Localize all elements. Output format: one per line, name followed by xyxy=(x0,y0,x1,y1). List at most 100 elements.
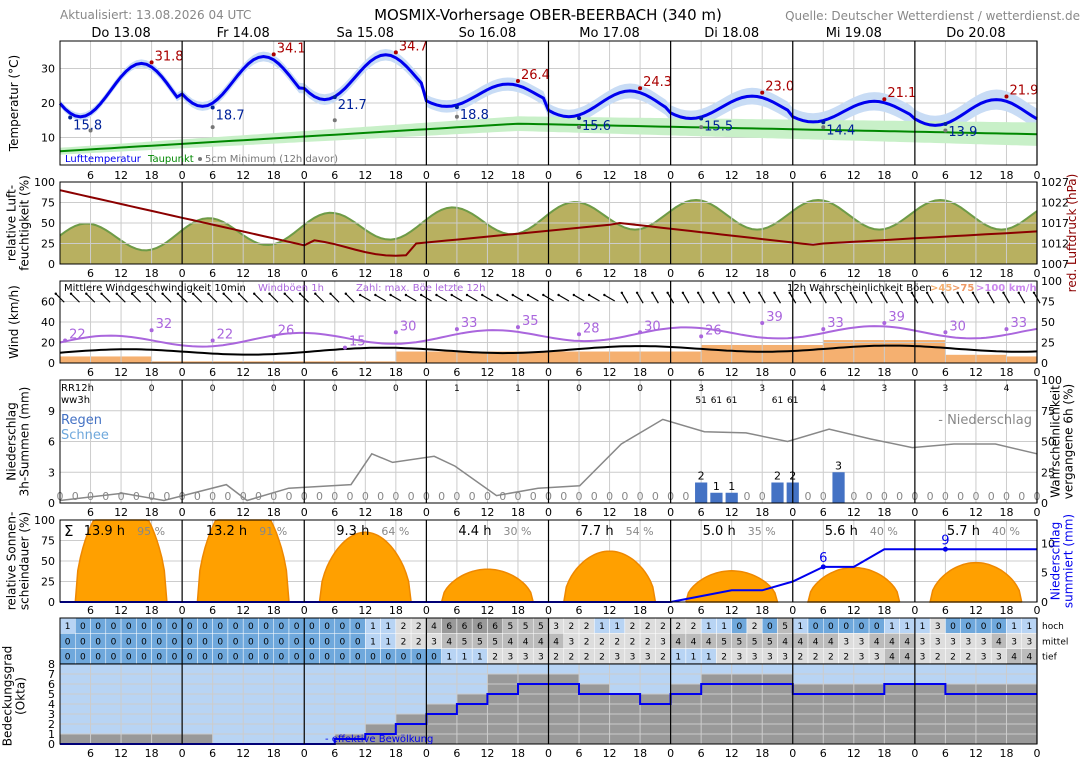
sunshine-hours: 5.6 h xyxy=(825,524,858,539)
hour-label: 12 xyxy=(114,366,128,379)
cloud-cell-value: 3 xyxy=(920,653,926,663)
pressure-ylabel-line: red. Luftdruck (hPa) xyxy=(1065,174,1079,293)
precip-zero-label: 0 xyxy=(270,490,277,503)
hour-label: 6 xyxy=(331,169,338,182)
temp-max-point xyxy=(1004,94,1009,99)
hour-label: 6 xyxy=(698,267,705,280)
precip-bar-label: 3 xyxy=(835,459,842,472)
gust-max-label: 32 xyxy=(156,317,173,332)
cloud-cell-value: 3 xyxy=(507,653,513,663)
precip-zero-label: 0 xyxy=(209,490,216,503)
y-tick: 20 xyxy=(41,337,55,350)
wind-ylabel-line: Wind (km/h) xyxy=(7,285,21,359)
precip-bar xyxy=(771,482,784,503)
y-tick: 1027 xyxy=(1041,176,1069,189)
cloud-cell-value: 0 xyxy=(263,653,269,663)
precip-zero-label: 0 xyxy=(362,490,369,503)
wind-direction-arrow xyxy=(223,293,233,303)
hour-label: 18 xyxy=(267,366,281,379)
cloud-row-label: hoch xyxy=(1042,622,1064,632)
hour-label: 0 xyxy=(301,747,308,760)
hour-label: 12 xyxy=(480,506,494,519)
cloud-cell-value: 3 xyxy=(752,653,758,663)
precip-prob-ylabel: Wahrscheinlichkeit vergangene 6h (%) xyxy=(1049,384,1076,499)
precip-zero-label: 0 xyxy=(576,490,583,503)
wind-direction-arrow xyxy=(835,292,843,304)
hour-label: 0 xyxy=(545,747,552,760)
rr12h-value: 3 xyxy=(698,384,704,394)
hour-label: 6 xyxy=(87,267,94,280)
temp-ylabel-line: Temperatur (°C) xyxy=(7,55,21,152)
hour-label: 12 xyxy=(725,267,739,280)
rr12h-value: 0 xyxy=(210,384,216,394)
precip-zero-label: 0 xyxy=(743,490,750,503)
gust-max-point xyxy=(882,321,887,326)
hour-label: 18 xyxy=(389,169,403,182)
precip-zero-label: 0 xyxy=(759,490,766,503)
wind-direction-arrow xyxy=(987,292,995,304)
temp-max-label: 34.7 xyxy=(399,39,428,54)
min5-point xyxy=(577,125,582,130)
cloud-cell-value: 4 xyxy=(507,637,513,647)
wind-direction-arrow xyxy=(512,294,524,302)
y-tick: 1 xyxy=(48,728,55,741)
cloud-cell-value: 2 xyxy=(630,637,636,647)
hour-label: 0 xyxy=(789,267,796,280)
hour-label: 18 xyxy=(145,267,159,280)
temp-min-label: 15.5 xyxy=(704,120,733,135)
cumulative-precip-label: 6 xyxy=(819,551,827,566)
hour-label: 6 xyxy=(209,604,216,617)
hour-label: 12 xyxy=(603,169,617,182)
wind-direction-arrow xyxy=(558,294,570,302)
y-tick: 3 xyxy=(48,708,55,721)
sunshine-hours: 5.7 h xyxy=(947,524,980,539)
hour-label: 12 xyxy=(603,267,617,280)
cloud-cell-value: 1 xyxy=(798,622,804,632)
cloud-cell-value: 3 xyxy=(431,637,437,647)
y-tick: 3 xyxy=(48,466,55,479)
temp-min-label: 21.7 xyxy=(338,98,367,113)
hour-label: 6 xyxy=(453,747,460,760)
precip-zero-label: 0 xyxy=(102,490,109,503)
wind-arrow-head xyxy=(557,293,560,297)
cloud-cell-value: 0 xyxy=(172,622,178,632)
wind-arrow-head xyxy=(1017,291,1020,295)
min5-point xyxy=(821,125,826,130)
legend-min5-dot xyxy=(198,157,202,161)
hour-label: 0 xyxy=(179,169,186,182)
hour-label: 12 xyxy=(969,747,983,760)
hour-label: 6 xyxy=(942,604,949,617)
wind-direction-arrow xyxy=(773,292,782,304)
hour-label: 18 xyxy=(389,267,403,280)
cloud-cell-value: 4 xyxy=(706,637,712,647)
cloud-cell-value: 0 xyxy=(233,622,239,632)
cloud-cell-value: 3 xyxy=(935,637,941,647)
precip-zero-label: 0 xyxy=(347,490,354,503)
cloud-cell-value: 0 xyxy=(80,622,86,632)
y-tick: 100 xyxy=(1041,275,1062,288)
hour-label: 6 xyxy=(87,169,94,182)
y-tick: 10 xyxy=(1041,537,1055,550)
hour-axis: 6 12 18 0 6 12 18 0 6 12 18 0 6 12 18 0 6 12 18 0 6 12 18 0 6 12 1… xyxy=(87,506,1040,519)
gust-max-point xyxy=(210,338,215,343)
wind-arrow-head xyxy=(742,291,746,295)
precip-ylabel: Niederschlag 3h-Summen (mm) xyxy=(5,387,32,497)
hour-label: 12 xyxy=(236,747,250,760)
cloud-cell-value: 3 xyxy=(859,637,865,647)
cloud-cell-value: 0 xyxy=(324,653,330,663)
cloud-cell-value: 0 xyxy=(278,653,284,663)
precip-zero-label: 0 xyxy=(652,490,659,503)
hour-label: 18 xyxy=(145,604,159,617)
wind-direction-arrow xyxy=(238,293,248,303)
sunshine-percent: 30 % xyxy=(503,525,531,538)
wind-arrow-head xyxy=(864,291,868,295)
precip-zero-label: 0 xyxy=(850,490,857,503)
wind-direction-arrow xyxy=(697,292,705,304)
cloud-cell-value: 0 xyxy=(233,637,239,647)
precip-zero-label: 0 xyxy=(148,490,155,503)
hour-label: 12 xyxy=(236,604,250,617)
cloud-cell-value: 1 xyxy=(675,653,681,663)
cloud-cell-value: 2 xyxy=(584,653,590,663)
cloud-cell-value: 4 xyxy=(431,622,437,632)
hour-label: 12 xyxy=(969,366,983,379)
